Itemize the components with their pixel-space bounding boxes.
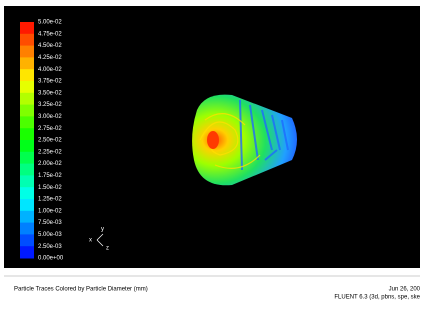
colorbar-label: 4.25e-02	[38, 55, 62, 61]
colorbar-label: 1.75e-02	[38, 173, 62, 179]
color-swatch	[20, 211, 34, 223]
color-swatch	[20, 199, 34, 211]
color-swatch	[20, 187, 34, 199]
axis-label: z	[106, 246, 109, 252]
colorbar-label: 2.75e-02	[38, 126, 62, 132]
colorbar-label: 2.00e-02	[38, 161, 62, 167]
colorbar-label: 1.25e-02	[38, 197, 62, 203]
date: Jun 26, 200	[389, 287, 421, 293]
colorbar-label: 3.75e-02	[38, 79, 62, 85]
colorbar-label: 3.00e-02	[38, 114, 62, 120]
color-swatch	[20, 116, 34, 128]
axis-label: y	[101, 227, 104, 233]
color-swatch	[20, 128, 34, 140]
colorbar-label: 2.25e-02	[38, 149, 62, 155]
color-swatch	[20, 69, 34, 81]
caption: Particle Traces Colored by Particle Diam…	[14, 287, 148, 293]
color-swatch	[20, 46, 34, 58]
colorbar-label: 5.00e-02	[38, 20, 62, 26]
color-swatch	[20, 152, 34, 164]
colorbar-label: 3.25e-02	[38, 102, 62, 108]
colorbar: 5.00e-02 4.75e-02 4.50e-02 4.25e-02 4.00e-02…	[20, 20, 64, 262]
color-swatch	[20, 164, 34, 176]
viewport: 5.00e-02 4.75e-02 4.50e-02 4.25e-02 4.00e-02…	[0, 0, 422, 304]
color-swatch	[20, 223, 34, 235]
color-swatch	[20, 57, 34, 69]
colorbar-label: 4.00e-02	[38, 67, 62, 73]
color-swatch	[20, 105, 34, 117]
color-swatch	[20, 22, 34, 34]
color-swatch	[20, 34, 34, 46]
colorbar-label: 2.50e-03	[38, 244, 62, 250]
color-swatch	[20, 246, 34, 258]
colorbar-label: 1.50e-02	[38, 185, 62, 191]
color-swatch	[20, 81, 34, 93]
color-swatch	[20, 93, 34, 105]
colorbar-label: 5.00e-03	[38, 232, 62, 238]
colorbar-label: 0.00e+00	[38, 256, 64, 262]
solver-info: FLUENT 6.3 (3d, pbns, spe, ske	[334, 295, 420, 301]
colorbar-label: 2.50e-02	[38, 138, 62, 144]
color-swatch	[20, 175, 34, 187]
color-swatch	[20, 140, 34, 152]
colorbar-label: 4.50e-02	[38, 43, 62, 49]
colorbar-label: 3.50e-02	[38, 90, 62, 96]
colorbar-label: 7.50e-03	[38, 220, 62, 226]
colorbar-label: 4.75e-02	[38, 31, 62, 37]
axis-label: x	[89, 238, 92, 244]
color-swatch	[20, 234, 34, 246]
colorbar-label: 1.00e-02	[38, 208, 62, 214]
